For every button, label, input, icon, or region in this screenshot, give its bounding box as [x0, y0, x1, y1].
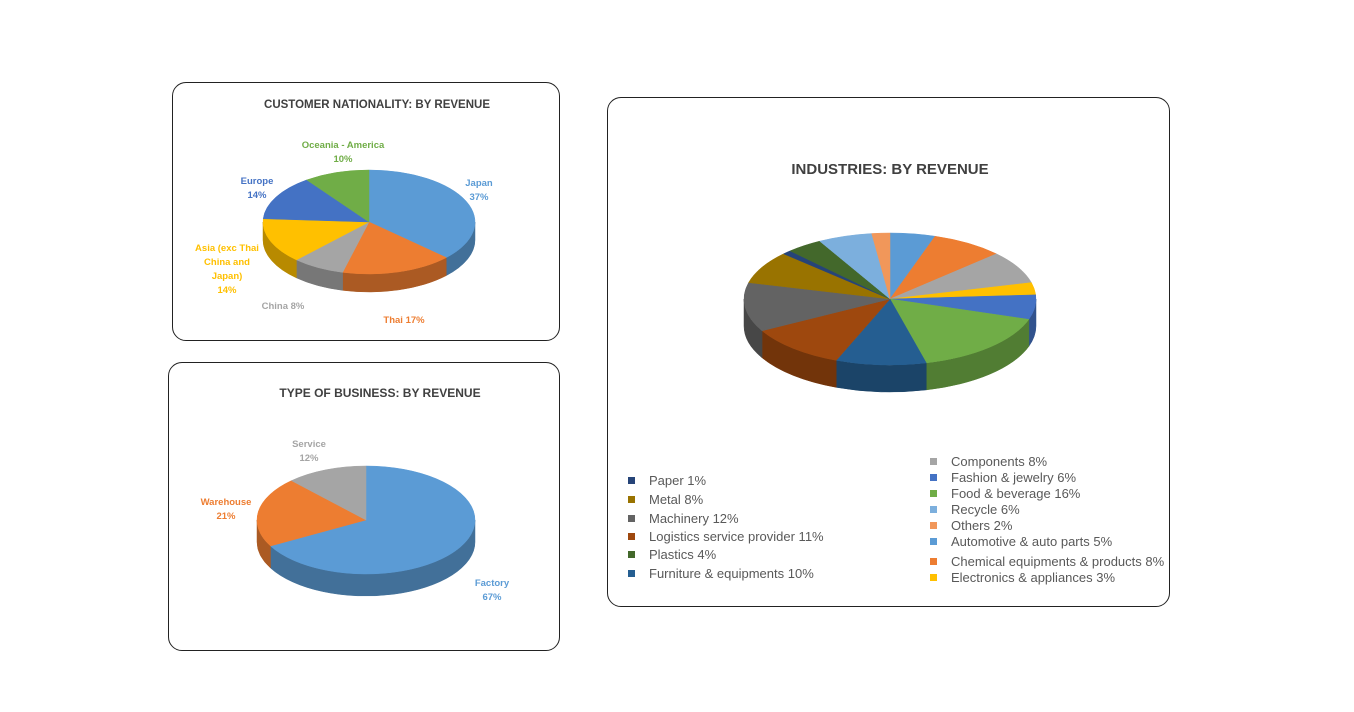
- data-label-china: China 8%: [262, 301, 305, 312]
- legend-item-paper-1: Paper 1%: [628, 473, 706, 488]
- legend-label: Electronics & appliances 3%: [951, 570, 1116, 585]
- legend-label: Fashion & jewelry 6%: [951, 470, 1076, 485]
- legend-label: Others 2%: [951, 518, 1013, 533]
- legend-swatch: [628, 570, 635, 577]
- customer-nationality-chart-card: CUSTOMER NATIONALITY: BY REVENUE Japan 37…: [172, 82, 560, 341]
- legend-item-metal-8: Metal 8%: [628, 492, 703, 507]
- legend-item-machinery-12: Machinery 12%: [628, 511, 739, 526]
- pie-slice-thai: [342, 221, 447, 275]
- pie-slice-others: [871, 232, 891, 300]
- legend-label: Plastics 4%: [649, 547, 717, 562]
- legend-item-recycle-6: Recycle 6%: [930, 502, 1020, 517]
- data-label-thai: Thai 17%: [383, 315, 425, 326]
- legend-label: Recycle 6%: [951, 502, 1020, 517]
- data-label-japan: Japan 37%: [465, 178, 493, 203]
- data-label-service: Service 12%: [292, 439, 326, 464]
- legend-item-chemical-equipments-products-8: Chemical equipments & products 8%: [930, 554, 1164, 569]
- legend-item-automotive-auto-parts-5: Automotive & auto parts 5%: [930, 534, 1112, 549]
- legend-label: Food & beverage 16%: [951, 486, 1081, 501]
- legend-item-food-beverage-16: Food & beverage 16%: [930, 486, 1080, 501]
- pie-slice-logistics-service-provider: [761, 298, 891, 361]
- legend-item-furniture-equipments-10: Furniture & equipments 10%: [628, 566, 814, 581]
- legend-swatch: [628, 533, 635, 540]
- legend-swatch: [628, 496, 635, 503]
- data-label-europe: Europe 14%: [241, 176, 274, 201]
- legend-label: Automotive & auto parts 5%: [951, 534, 1113, 549]
- legend-item-components-8: Components 8%: [930, 454, 1047, 469]
- legend-swatch: [930, 506, 937, 513]
- pie-slice-oceania-america: [306, 169, 370, 223]
- legend-label: Components 8%: [951, 454, 1048, 469]
- chart-title: INDUSTRIES: BY REVENUE: [791, 161, 988, 178]
- type-of-business-pie-chart: TYPE OF BUSINESS: BY REVENUE Factory 67% W…: [201, 386, 510, 603]
- legend-label: Metal 8%: [649, 492, 704, 507]
- chart-title: CUSTOMER NATIONALITY: BY REVENUE: [264, 99, 490, 111]
- legend-label: Paper 1%: [649, 473, 707, 488]
- legend-item-electronics-appliances-3: Electronics & appliances 3%: [930, 570, 1115, 585]
- industries-chart-card: INDUSTRIES: BY REVENUE Paper 1% Metal 8% M…: [607, 97, 1170, 607]
- legend-swatch: [628, 515, 635, 522]
- legend-swatch: [628, 477, 635, 484]
- legend-label: Furniture & equipments 10%: [649, 566, 814, 581]
- legend-label: Logistics service provider 11%: [649, 529, 824, 544]
- legend-swatch: [628, 551, 635, 558]
- pie-slice-machinery: [743, 282, 891, 332]
- legend-item-others-2: Others 2%: [930, 518, 1012, 533]
- pie-slice-warehouse: [256, 480, 367, 547]
- industries-pie-chart: INDUSTRIES: BY REVENUE: [743, 161, 1037, 393]
- legend-swatch: [930, 522, 937, 529]
- pie-slice-asia-exc-thai-china-and-japan: [262, 218, 370, 261]
- legend-item-logistics-service-provider-11: Logistics service provider 11%: [628, 529, 824, 544]
- data-label-factory: Factory 67%: [475, 578, 510, 603]
- pie-slice-service: [290, 465, 367, 521]
- legend-swatch: [930, 574, 937, 581]
- legend-swatch: [930, 490, 937, 497]
- legend-swatch: [930, 538, 937, 545]
- pie-slice-furniture-equipments: [835, 298, 927, 366]
- legend-swatch: [930, 474, 937, 481]
- pie-slice-factory: [269, 465, 476, 575]
- legend-item-plastics-4: Plastics 4%: [628, 547, 716, 562]
- pie-slice-europe: [262, 179, 370, 223]
- type-of-business-chart-card: TYPE OF BUSINESS: BY REVENUE Factory 67% W…: [168, 362, 560, 651]
- data-label-warehouse: Warehouse 21%: [201, 497, 252, 522]
- pie-slice-food-beverage: [889, 298, 1030, 364]
- legend-item-fashion-jewelry-6: Fashion & jewelry 6%: [930, 470, 1076, 485]
- legend-label: Chemical equipments & products 8%: [951, 554, 1165, 569]
- data-label-asia-exc-thai-china-and-japan: Asia (exc Thai China and Japan) 14%: [195, 243, 259, 296]
- pie-slice-japan: [368, 169, 476, 258]
- legend-swatch: [930, 458, 937, 465]
- legend-swatch: [930, 558, 937, 565]
- legend-label: Machinery 12%: [649, 511, 739, 526]
- data-label-oceania-america: Oceania - America 10%: [302, 140, 385, 165]
- chart-title: TYPE OF BUSINESS: BY REVENUE: [279, 386, 480, 400]
- customer-nationality-pie-chart: CUSTOMER NATIONALITY: BY REVENUE Japan 37…: [195, 99, 493, 326]
